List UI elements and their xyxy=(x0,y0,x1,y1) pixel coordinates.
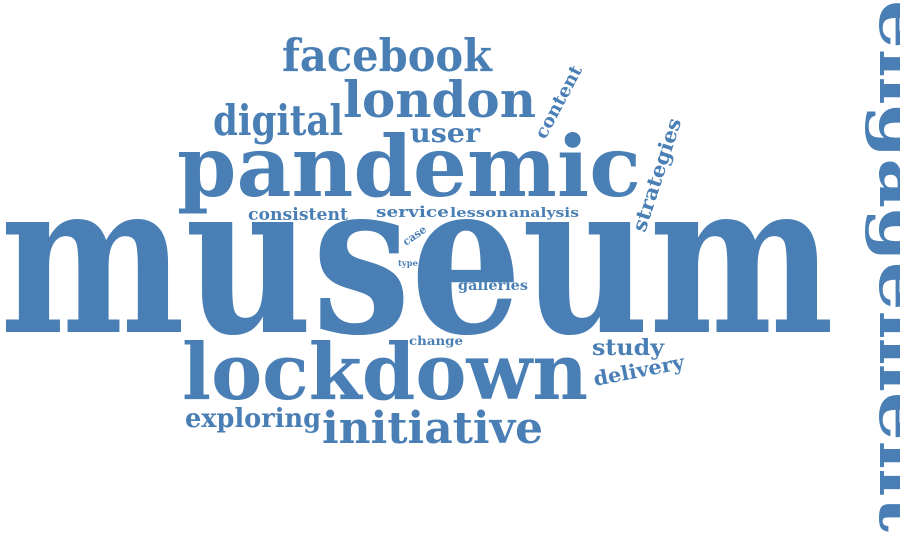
word-exploring: exploring xyxy=(185,404,321,434)
word-engagement: engagement xyxy=(864,0,900,533)
word-lesson: lesson xyxy=(450,206,509,221)
word-london: london xyxy=(343,70,536,129)
word-type: type xyxy=(398,258,418,268)
word-analysis: analysis xyxy=(509,206,579,221)
word-facebook: facebook xyxy=(282,29,493,82)
word-museum: museum xyxy=(0,133,834,382)
word-service: service xyxy=(376,203,449,221)
word-study: study xyxy=(592,335,665,361)
word-consistent: consistent xyxy=(248,205,348,225)
word-user: user xyxy=(410,119,480,149)
word-pandemic: pandemic xyxy=(177,117,641,216)
word-change: change xyxy=(409,334,463,348)
word-digital: digital xyxy=(213,96,343,145)
word-initiative: initiative xyxy=(322,403,543,454)
word-lockdown: lockdown xyxy=(182,327,588,418)
word-galleries: galleries xyxy=(458,278,528,294)
